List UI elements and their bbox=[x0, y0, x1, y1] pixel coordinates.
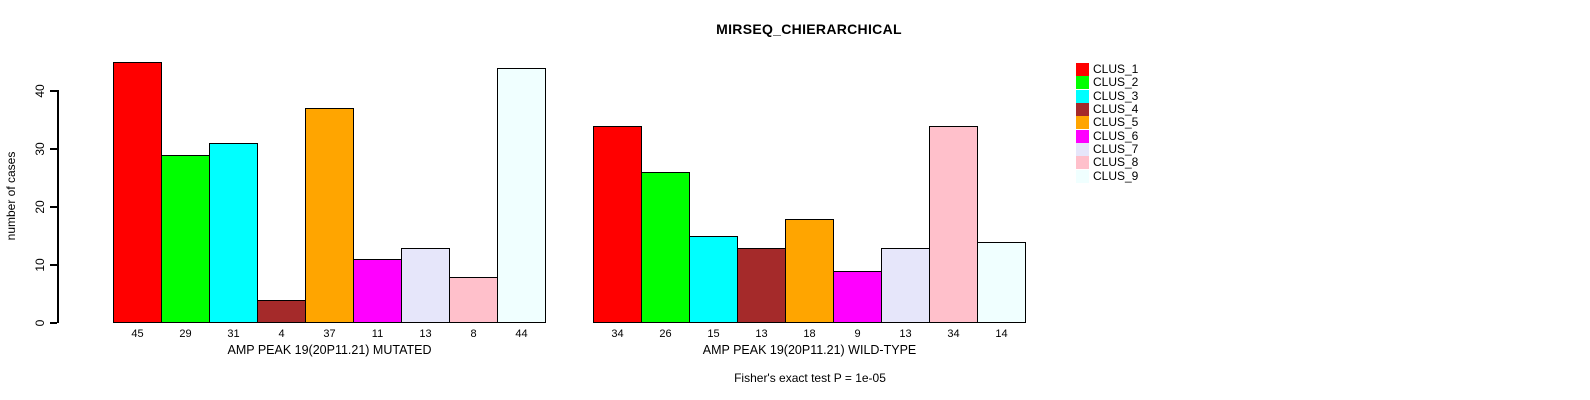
bar-clus_4 bbox=[737, 247, 786, 323]
bar-value-label: 18 bbox=[803, 328, 816, 340]
bar-value-label: 34 bbox=[947, 328, 960, 340]
bar-clus_7 bbox=[401, 247, 450, 323]
legend-swatch-icon bbox=[1076, 116, 1089, 130]
legend-label: CLUS_2 bbox=[1093, 75, 1139, 90]
bar-value-label: 13 bbox=[899, 328, 912, 340]
bar-value-label: 15 bbox=[707, 328, 720, 340]
bar-clus_9 bbox=[497, 67, 546, 323]
legend-item-clus_3: CLUS_3 bbox=[1076, 88, 1139, 103]
legend-label: CLUS_4 bbox=[1093, 102, 1139, 117]
y-axis-line bbox=[57, 90, 59, 323]
y-axis-label: number of cases bbox=[4, 151, 18, 241]
y-tick-label: 10 bbox=[33, 258, 47, 272]
bar-value-label: 4 bbox=[278, 328, 285, 340]
y-tick-label: 0 bbox=[33, 319, 47, 327]
bar-value-label: 9 bbox=[854, 328, 861, 340]
legend-swatch-icon bbox=[1076, 103, 1089, 117]
bar-value-label: 14 bbox=[995, 328, 1008, 340]
y-tick-mark bbox=[50, 264, 57, 266]
legend-item-clus_7: CLUS_7 bbox=[1076, 141, 1139, 156]
legend-label: CLUS_9 bbox=[1093, 168, 1139, 183]
legend-swatch-icon bbox=[1076, 63, 1089, 77]
legend-item-clus_6: CLUS_6 bbox=[1076, 128, 1139, 143]
legend-swatch-icon bbox=[1076, 89, 1089, 103]
legend-swatch-icon bbox=[1076, 76, 1089, 90]
bar-clus_1 bbox=[113, 62, 162, 323]
legend-item-clus_2: CLUS_2 bbox=[1076, 75, 1139, 90]
bar-clus_2 bbox=[641, 172, 690, 323]
legend-item-clus_9: CLUS_9 bbox=[1076, 168, 1139, 183]
y-tick-mark bbox=[50, 322, 57, 324]
bar-clus_3 bbox=[209, 143, 258, 323]
x-axis-label-wildtype: AMP PEAK 19(20P11.21) WILD-TYPE bbox=[702, 343, 917, 357]
bar-panel-wildtype: AMP PEAK 19(20P11.21) WILD-TYPE 34 26 15 13… bbox=[593, 0, 1026, 357]
bar-value-label: 13 bbox=[419, 328, 432, 340]
legend-label: CLUS_3 bbox=[1093, 88, 1139, 103]
legend: CLUS_1 CLUS_2 CLUS_3 CLUS_4 CLUS_5 CLUS_6 CLUS… bbox=[1076, 63, 1138, 183]
legend-label: CLUS_1 bbox=[1093, 62, 1139, 77]
bar-clus_8 bbox=[929, 125, 978, 323]
bar-panel-mutated: AMP PEAK 19(20P11.21) MUTATED 45 29 31 4 37 1… bbox=[113, 0, 546, 357]
bar-value-label: 37 bbox=[323, 328, 336, 340]
bar-value-label: 45 bbox=[131, 328, 144, 340]
y-tick-mark bbox=[50, 148, 57, 150]
bar-value-label: 8 bbox=[470, 328, 477, 340]
y-tick-label: 40 bbox=[33, 84, 47, 98]
bar-clus_9 bbox=[977, 241, 1026, 323]
bar-value-label: 26 bbox=[659, 328, 672, 340]
legend-swatch-icon bbox=[1076, 169, 1089, 183]
bar-value-label: 13 bbox=[755, 328, 768, 340]
legend-swatch-icon bbox=[1076, 142, 1089, 156]
bar-value-label: 11 bbox=[371, 328, 384, 340]
bar-value-label: 44 bbox=[515, 328, 528, 340]
legend-item-clus_4: CLUS_4 bbox=[1076, 102, 1139, 117]
bar-clus_3 bbox=[689, 236, 738, 323]
bar-clus_2 bbox=[161, 154, 210, 323]
legend-item-clus_1: CLUS_1 bbox=[1076, 62, 1139, 77]
fisher-test-annotation: Fisher's exact test P = 1e-05 bbox=[734, 371, 886, 385]
legend-swatch-icon bbox=[1076, 129, 1089, 143]
bar-clus_5 bbox=[785, 218, 834, 323]
bar-clus_6 bbox=[833, 270, 882, 323]
bar-clus_8 bbox=[449, 276, 498, 323]
legend-item-clus_8: CLUS_8 bbox=[1076, 155, 1139, 170]
y-tick-mark bbox=[50, 206, 57, 208]
bar-value-label: 29 bbox=[179, 328, 192, 340]
bar-clus_4 bbox=[257, 299, 306, 323]
legend-swatch-icon bbox=[1076, 156, 1089, 170]
bar-clus_6 bbox=[353, 259, 402, 323]
bar-value-label: 34 bbox=[611, 328, 624, 340]
legend-label: CLUS_8 bbox=[1093, 155, 1139, 170]
y-tick-mark bbox=[50, 90, 57, 92]
y-tick-label: 30 bbox=[33, 142, 47, 156]
legend-label: CLUS_7 bbox=[1093, 141, 1139, 156]
chart-title: MIRSEQ_CHIERARCHICAL bbox=[716, 21, 902, 37]
bar-clus_7 bbox=[881, 247, 930, 323]
bar-clus_5 bbox=[305, 108, 354, 323]
legend-label: CLUS_6 bbox=[1093, 128, 1139, 143]
legend-item-clus_5: CLUS_5 bbox=[1076, 115, 1139, 130]
x-axis-label-mutated: AMP PEAK 19(20P11.21) MUTATED bbox=[227, 343, 432, 357]
bar-clus_1 bbox=[593, 125, 642, 323]
legend-label: CLUS_5 bbox=[1093, 115, 1139, 130]
bar-value-label: 31 bbox=[227, 328, 240, 340]
y-tick-label: 20 bbox=[33, 200, 47, 214]
